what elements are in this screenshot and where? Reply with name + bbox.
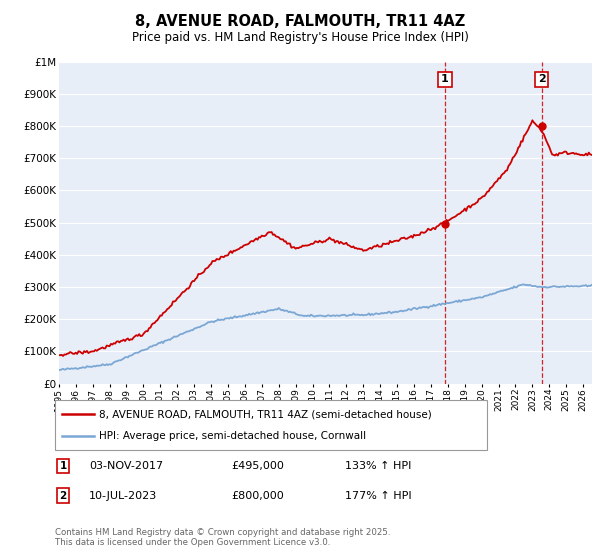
Text: £800,000: £800,000: [231, 491, 284, 501]
Text: £495,000: £495,000: [231, 461, 284, 471]
Text: 1: 1: [441, 74, 449, 85]
Text: 2: 2: [538, 74, 545, 85]
Text: 133% ↑ HPI: 133% ↑ HPI: [345, 461, 412, 471]
Text: Price paid vs. HM Land Registry's House Price Index (HPI): Price paid vs. HM Land Registry's House …: [131, 31, 469, 44]
Text: 03-NOV-2017: 03-NOV-2017: [89, 461, 163, 471]
Text: 8, AVENUE ROAD, FALMOUTH, TR11 4AZ: 8, AVENUE ROAD, FALMOUTH, TR11 4AZ: [135, 14, 465, 29]
Text: 2: 2: [59, 491, 67, 501]
Text: 177% ↑ HPI: 177% ↑ HPI: [345, 491, 412, 501]
Text: 10-JUL-2023: 10-JUL-2023: [89, 491, 157, 501]
Text: Contains HM Land Registry data © Crown copyright and database right 2025.
This d: Contains HM Land Registry data © Crown c…: [55, 528, 391, 547]
Text: 8, AVENUE ROAD, FALMOUTH, TR11 4AZ (semi-detached house): 8, AVENUE ROAD, FALMOUTH, TR11 4AZ (semi…: [99, 409, 432, 419]
Text: HPI: Average price, semi-detached house, Cornwall: HPI: Average price, semi-detached house,…: [99, 431, 366, 441]
Text: 1: 1: [59, 461, 67, 471]
